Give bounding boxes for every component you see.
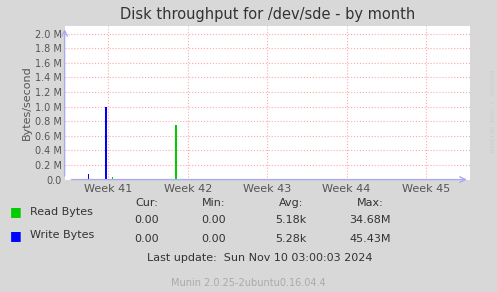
Text: 45.43M: 45.43M xyxy=(349,234,391,244)
Text: 34.68M: 34.68M xyxy=(349,215,391,225)
Text: ■: ■ xyxy=(10,229,22,241)
Title: Disk throughput for /dev/sde - by month: Disk throughput for /dev/sde - by month xyxy=(119,7,415,22)
Text: Write Bytes: Write Bytes xyxy=(30,230,94,240)
Text: Read Bytes: Read Bytes xyxy=(30,207,93,217)
Text: 0.00: 0.00 xyxy=(134,234,159,244)
Text: 0.00: 0.00 xyxy=(201,215,226,225)
Text: 0.00: 0.00 xyxy=(134,215,159,225)
Text: Min:: Min: xyxy=(202,198,226,208)
Text: RRDTOOL / TOBI OETIKER: RRDTOOL / TOBI OETIKER xyxy=(488,70,493,152)
Text: Last update:  Sun Nov 10 03:00:03 2024: Last update: Sun Nov 10 03:00:03 2024 xyxy=(147,253,372,263)
Text: Avg:: Avg: xyxy=(278,198,303,208)
Text: 5.28k: 5.28k xyxy=(275,234,307,244)
Text: Cur:: Cur: xyxy=(135,198,158,208)
Text: 0.00: 0.00 xyxy=(201,234,226,244)
Text: ■: ■ xyxy=(10,205,22,218)
Y-axis label: Bytes/second: Bytes/second xyxy=(22,66,32,140)
Text: 5.18k: 5.18k xyxy=(275,215,306,225)
Polygon shape xyxy=(112,178,113,180)
Text: Max:: Max: xyxy=(357,198,384,208)
Polygon shape xyxy=(174,125,177,180)
Polygon shape xyxy=(105,107,107,180)
Polygon shape xyxy=(88,174,89,180)
Text: Munin 2.0.25-2ubuntu0.16.04.4: Munin 2.0.25-2ubuntu0.16.04.4 xyxy=(171,278,326,288)
